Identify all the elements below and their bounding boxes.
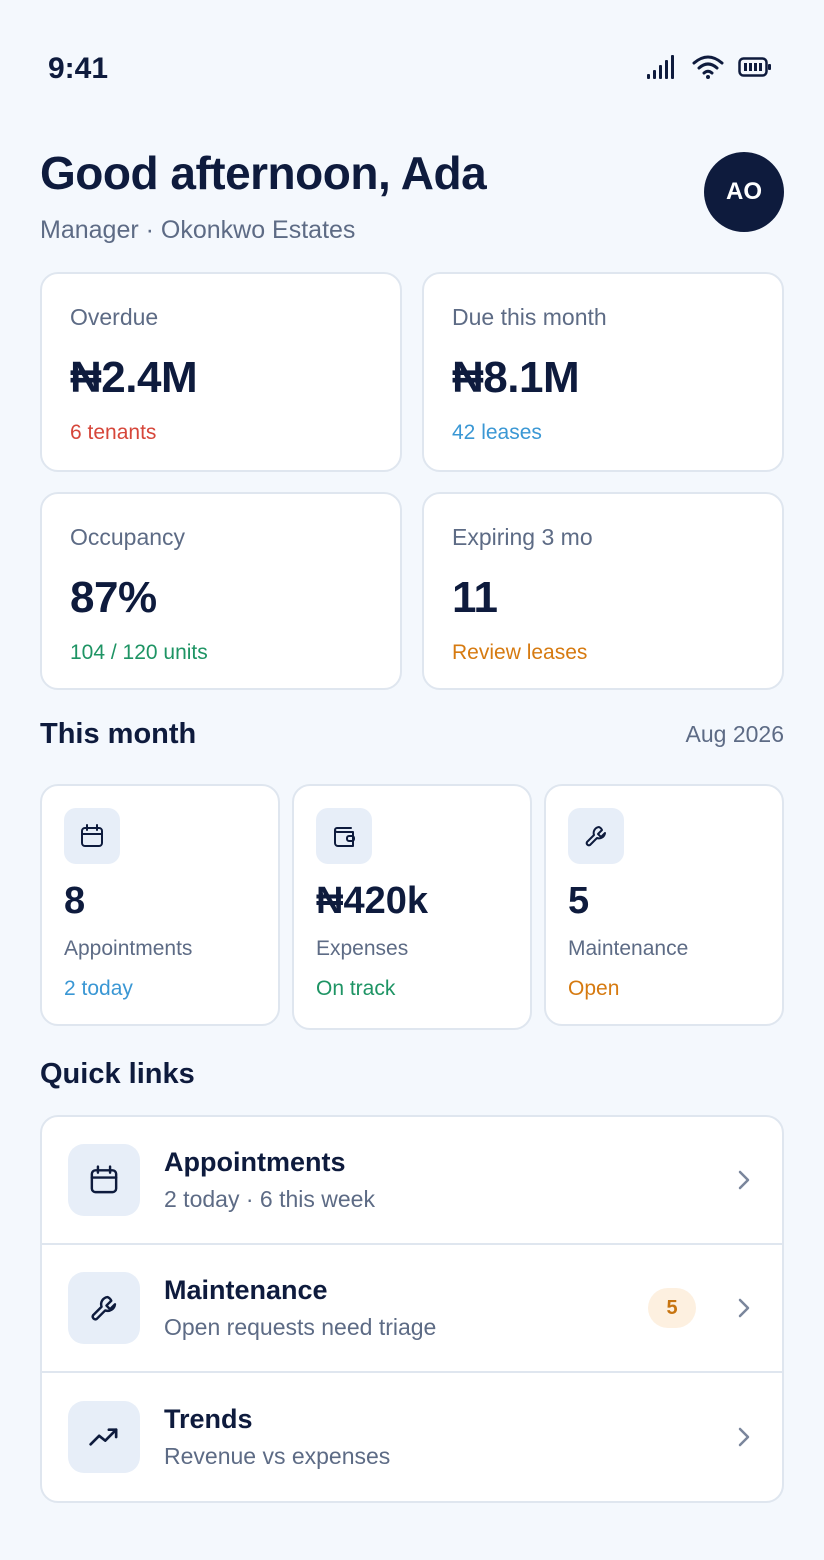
kpi-sub: Review leases <box>452 641 588 664</box>
kpi-label: Overdue <box>70 304 159 330</box>
status-bar: 9:41 <box>0 0 824 130</box>
chevron-right-icon <box>732 1296 756 1320</box>
quick-links-list: Appointments 2 today · 6 this week Maint… <box>40 1115 784 1503</box>
page-title: Good afternoon, Ada <box>40 147 487 199</box>
kpi-grid: Overdue ₦2.4M 6 tenants Due this month ₦… <box>40 272 784 690</box>
month-label: Appointments <box>64 937 193 960</box>
link-subtitle: Revenue vs expenses <box>164 1443 391 1469</box>
link-title: Appointments <box>164 1147 346 1177</box>
kpi-label: Expiring 3 mo <box>452 524 593 550</box>
kpi-value: 11 <box>452 573 498 622</box>
kpi-sub: 42 leases <box>452 421 542 444</box>
month-card-expenses[interactable]: ₦420k Expenses On track <box>292 784 532 1030</box>
kpi-card-occupancy[interactable]: Occupancy 87% 104 / 120 units <box>40 492 402 690</box>
trend-up-icon <box>68 1401 140 1473</box>
status-icons <box>646 54 772 80</box>
link-text: Trends Revenue vs expenses <box>164 1404 732 1470</box>
section-title: This month <box>40 718 197 750</box>
page-subtitle: Manager · Okonkwo Estates <box>40 216 356 244</box>
kpi-card-due-this-month[interactable]: Due this month ₦8.1M 42 leases <box>422 272 784 472</box>
month-label: Expenses <box>316 937 409 960</box>
quick-link-trends[interactable]: Trends Revenue vs expenses <box>42 1373 782 1501</box>
kpi-value: ₦2.4M <box>70 353 198 402</box>
section-title: Quick links <box>40 1058 195 1090</box>
this-month-header: This month Aug 2026 <box>40 718 784 751</box>
link-title: Maintenance <box>164 1275 328 1305</box>
chevron-right-icon <box>732 1168 756 1192</box>
kpi-sub: 104 / 120 units <box>70 641 208 664</box>
kpi-card-expiring[interactable]: Expiring 3 mo 11 Review leases <box>422 492 784 690</box>
month-card-appointments[interactable]: 8 Appointments 2 today <box>40 784 280 1026</box>
month-value: 5 <box>568 880 590 922</box>
quick-link-appointments[interactable]: Appointments 2 today · 6 this week <box>42 1117 782 1245</box>
header: Good afternoon, Ada Manager · Okonkwo Es… <box>40 146 784 246</box>
link-subtitle: 2 today · 6 this week <box>164 1186 375 1212</box>
link-text: Maintenance Open requests need triage <box>164 1275 648 1341</box>
wallet-icon <box>316 808 372 864</box>
quick-link-maintenance[interactable]: Maintenance Open requests need triage 5 <box>42 1245 782 1373</box>
month-sub: 2 today <box>64 977 133 1000</box>
count-badge: 5 <box>648 1288 696 1328</box>
kpi-card-overdue[interactable]: Overdue ₦2.4M 6 tenants <box>40 272 402 472</box>
kpi-value: ₦8.1M <box>452 353 580 402</box>
wifi-icon <box>692 54 724 80</box>
period-label: Aug 2026 <box>685 721 784 747</box>
month-sub: On track <box>316 977 396 1000</box>
status-time: 9:41 <box>48 52 109 85</box>
kpi-label: Occupancy <box>70 524 186 550</box>
month-value: ₦420k <box>316 880 428 922</box>
kpi-sub: 6 tenants <box>70 421 157 444</box>
link-text: Appointments 2 today · 6 this week <box>164 1147 732 1213</box>
month-label: Maintenance <box>568 937 689 960</box>
battery-icon <box>738 55 772 79</box>
month-card-maintenance[interactable]: 5 Maintenance Open <box>544 784 784 1026</box>
calendar-icon <box>64 808 120 864</box>
wrench-icon <box>568 808 624 864</box>
chevron-right-icon <box>732 1425 756 1449</box>
calendar-icon <box>68 1144 140 1216</box>
month-sub: Open <box>568 977 620 1000</box>
avatar[interactable]: AO <box>704 152 784 232</box>
kpi-label: Due this month <box>452 304 607 330</box>
month-value: 8 <box>64 880 86 922</box>
kpi-value: 87% <box>70 573 157 622</box>
this-month-cards: 8 Appointments 2 today ₦420k Expenses On… <box>40 784 784 1030</box>
link-subtitle: Open requests need triage <box>164 1314 437 1340</box>
quick-links-header: Quick links <box>40 1058 784 1091</box>
wrench-icon <box>68 1272 140 1344</box>
link-title: Trends <box>164 1404 253 1434</box>
signal-icon <box>646 54 678 80</box>
